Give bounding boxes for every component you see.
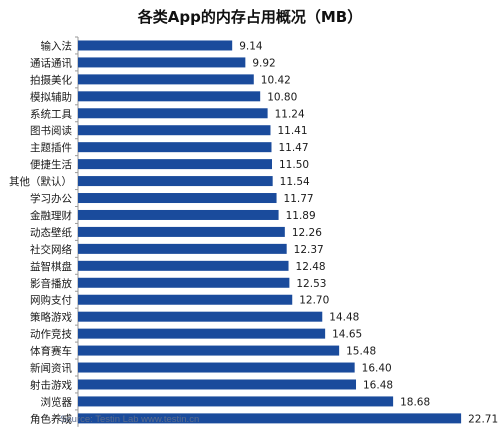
bar xyxy=(78,74,254,85)
value-label: 12.26 xyxy=(292,227,322,239)
bar xyxy=(78,294,293,305)
category-label: 射击游戏 xyxy=(30,378,72,391)
value-label: 14.48 xyxy=(329,312,359,324)
category-label: 动作竞技 xyxy=(30,328,72,341)
chart-title: 各类App的内存占用概况（MB） xyxy=(137,8,363,26)
value-label: 9.92 xyxy=(252,57,275,69)
bar xyxy=(78,260,289,271)
category-label: 新闻资讯 xyxy=(30,362,72,375)
value-label: 12.37 xyxy=(294,244,324,256)
category-label: 角色养成 xyxy=(30,412,72,425)
value-label: 10.80 xyxy=(267,91,297,103)
category-label: 其他（默认） xyxy=(9,175,72,188)
value-label: 16.48 xyxy=(363,379,393,391)
bar xyxy=(78,243,287,254)
category-label: 网购支付 xyxy=(30,294,72,307)
value-labels: 9.14 9.92 10.42 10.80 11.24 11.41 11.47 11.50 11… xyxy=(239,40,498,425)
category-label: 动态壁纸 xyxy=(30,226,72,239)
value-label: 18.68 xyxy=(400,396,430,408)
category-label: 策略游戏 xyxy=(30,311,72,324)
bar xyxy=(78,345,340,356)
bar xyxy=(78,311,323,322)
bar xyxy=(78,379,357,390)
category-label: 金融理财 xyxy=(30,209,72,222)
bar xyxy=(78,40,233,51)
category-label: 图书阅读 xyxy=(30,124,72,137)
bar xyxy=(78,277,290,288)
bars-group xyxy=(75,36,462,424)
bar xyxy=(78,91,261,102)
bar xyxy=(78,193,277,204)
value-label: 11.24 xyxy=(275,108,305,120)
bar xyxy=(78,209,279,220)
category-label: 拍摄美化 xyxy=(30,73,72,86)
value-label: 11.89 xyxy=(286,210,316,222)
value-label: 11.41 xyxy=(277,125,307,137)
bar xyxy=(78,396,394,407)
value-label: 9.14 xyxy=(239,40,263,52)
category-label: 便捷生活 xyxy=(30,158,72,171)
value-label: 11.54 xyxy=(280,176,310,188)
category-label: 社交网络 xyxy=(30,243,72,256)
category-label: 模拟辅助 xyxy=(30,90,72,103)
bar xyxy=(78,226,285,237)
value-label: 10.42 xyxy=(261,74,291,86)
bar xyxy=(78,413,462,424)
category-label: 通话通讯 xyxy=(30,56,72,69)
bar xyxy=(78,176,273,187)
category-label: 浏览器 xyxy=(41,395,73,408)
category-label: 学习办公 xyxy=(30,192,72,205)
category-label: 输入法 xyxy=(41,39,73,52)
category-label: 影音播放 xyxy=(30,277,72,290)
bar xyxy=(78,108,268,119)
value-label: 12.70 xyxy=(299,295,329,307)
value-label: 11.47 xyxy=(278,142,308,154)
category-label: 益智棋盘 xyxy=(30,260,72,273)
value-label: 11.77 xyxy=(284,193,314,205)
value-label: 22.71 xyxy=(468,413,498,425)
value-label: 12.48 xyxy=(296,261,326,273)
category-label: 体育赛车 xyxy=(30,345,72,358)
bar xyxy=(78,142,272,153)
value-label: 11.50 xyxy=(279,159,309,171)
value-label: 14.65 xyxy=(332,329,362,341)
category-label: 主题插件 xyxy=(30,141,72,154)
value-label: 16.40 xyxy=(362,363,392,375)
bar xyxy=(78,328,326,339)
value-label: 15.48 xyxy=(346,346,376,358)
source-note: Source: Testin Lab www.testin.cn xyxy=(60,414,200,425)
bar xyxy=(78,362,355,373)
bar xyxy=(78,159,272,170)
bar xyxy=(78,57,246,68)
category-label: 系统工具 xyxy=(30,107,72,120)
bar xyxy=(78,125,271,136)
value-label: 12.53 xyxy=(296,278,326,290)
